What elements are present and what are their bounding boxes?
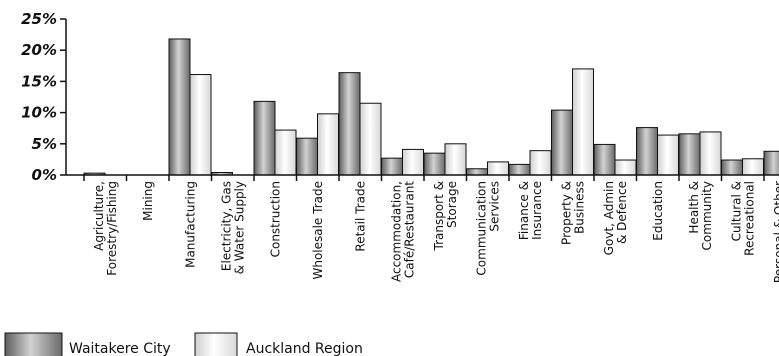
bar-waitakere [636,127,658,176]
y-tick-label: 5% [32,135,57,153]
bar-auckland [402,148,424,176]
bar-waitakere [508,163,531,176]
category-label: Construction [268,181,282,257]
category-label: Storage [445,181,459,228]
bar-waitakere [253,100,276,176]
category-label: Personal & Other [772,181,779,283]
category-label: Agriculture, [92,181,106,251]
category-label: Wholesale Trade [311,181,325,280]
category-label: Electricity, Gas [219,181,233,271]
bar-waitakere [381,157,403,176]
bar-auckland [444,143,467,176]
legend-swatch-waitakere [4,332,63,356]
bar-auckland [572,68,594,176]
category-label: Finance & [517,181,531,240]
bar-waitakere [763,150,779,176]
bar-waitakere [338,72,361,176]
y-tick-label: 0% [32,166,57,184]
category-label: Insurance [530,181,544,240]
bar-waitakere [593,143,616,176]
bar-auckland [317,113,339,176]
category-label: Accommodation, [389,181,403,282]
bar-waitakere [466,168,488,176]
y-tick-label: 15% [21,72,57,90]
y-tick-label: 10% [21,104,57,122]
category-label: Mining [141,181,155,221]
category-label: & Water Supply [232,181,246,274]
category-label: Health & [687,181,701,234]
legend-label-waitakere: Waitakere City [69,341,171,356]
category-label: Forestry/Fishing [105,181,119,276]
category-label: Café/Restaurant [402,181,416,278]
bar-auckland [487,161,509,176]
bar-waitakere [296,137,318,176]
category-labels: Agriculture, Forestry/Fishing Mining Manufa… [92,181,779,283]
bar-waitakere [168,38,191,176]
x-axis [66,174,779,181]
category-label: Manufacturing [183,181,197,268]
bar-auckland [699,131,722,176]
bar-auckland [614,159,637,176]
legend: Waitakere City Auckland Region [4,332,363,356]
category-label: Property & [559,181,573,245]
category-label: Education [651,181,665,241]
category-label: Communication [474,181,488,276]
bar-auckland [529,150,552,176]
bar-waitakere [721,159,743,176]
bar-waitakere [551,109,573,176]
legend-label-auckland: Auckland Region [246,341,363,356]
bars-group [83,38,779,176]
bar-auckland [189,74,212,176]
y-tick-label: 25% [21,10,57,28]
bar-auckland [657,134,679,176]
bar-auckland [742,158,764,176]
category-label: Retail Trade [353,181,367,252]
category-label: Community [700,181,714,250]
y-tick-label: 20% [21,41,57,59]
category-label: Transport & [432,181,446,251]
category-label: Cultural & [729,181,743,241]
legend-swatch-auckland [194,332,238,356]
category-label: & Defence [615,181,629,244]
bar-waitakere [423,152,446,176]
bar-waitakere [678,133,701,176]
category-label: Govt, Admin [602,181,616,255]
y-axis: 25% 20% 15% 10% 5% 0% [21,10,67,184]
bar-auckland [359,102,382,176]
category-label: Services [487,181,501,232]
category-label: Recreational [742,181,756,256]
bar-auckland [274,129,297,176]
category-label: Business [572,181,586,234]
